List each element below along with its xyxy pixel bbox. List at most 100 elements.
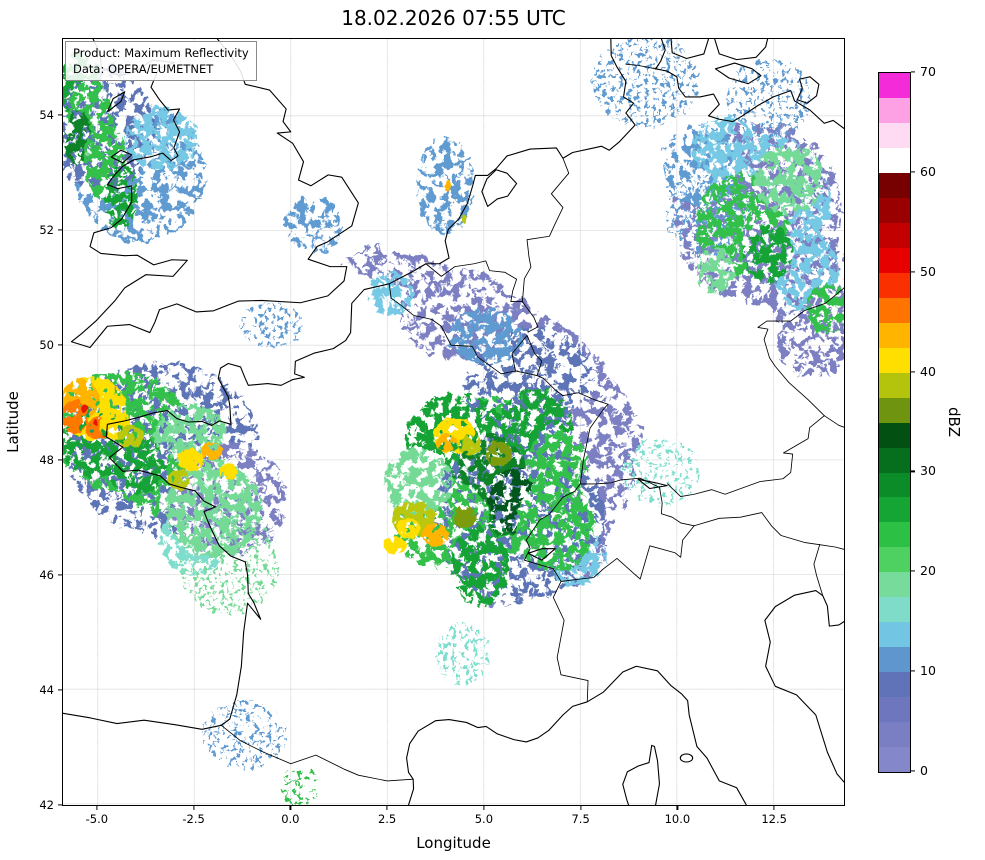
colorbar-tick-mark xyxy=(911,171,915,173)
y-tick-mark xyxy=(58,574,62,576)
lake-ijsselmeer xyxy=(482,170,517,207)
page-title: 18.02.2026 07:55 UTC xyxy=(341,6,566,30)
x-tick-mark xyxy=(386,806,388,810)
x-tick-mark xyxy=(289,806,291,810)
data-source-label: Data: OPERA/EUMETNET xyxy=(73,62,214,77)
border-it-at xyxy=(694,513,819,545)
colorbar-segment xyxy=(879,297,910,323)
y-tick-label: 42 xyxy=(39,797,54,812)
colorbar-tick-label: 20 xyxy=(920,563,936,579)
colorbar-segment xyxy=(879,747,910,773)
x-tick-label: 2.5 xyxy=(377,812,397,826)
coast-baltic xyxy=(656,39,844,128)
coast-adriatic xyxy=(765,591,844,783)
border-ch-de xyxy=(580,478,659,487)
coast-britain xyxy=(71,39,358,347)
colorbar-tick-label: 10 xyxy=(920,663,936,679)
colorbar-segment xyxy=(879,397,910,423)
colorbar-segment xyxy=(879,497,910,523)
x-axis-label: Longitude xyxy=(416,834,491,852)
border-at-cz xyxy=(824,416,844,427)
colorbar-segment xyxy=(879,722,910,748)
colorbar-ticks: 0 10 20 30 40 50 60 70 xyxy=(911,64,981,778)
colorbar-segment xyxy=(879,522,910,548)
colorbar-tick-mark xyxy=(911,470,915,473)
colorbar-segment xyxy=(879,572,910,598)
radar-echo-green-layer xyxy=(63,52,844,607)
x-tick-label: -5.0 xyxy=(85,812,109,826)
y-tick-label: 50 xyxy=(39,337,54,352)
coast-lolland xyxy=(715,63,761,84)
colorbar-tick-label: 40 xyxy=(920,363,936,379)
border-be-de xyxy=(522,302,537,332)
colorbar-segment xyxy=(879,447,910,473)
coast-isle-of-man xyxy=(107,92,124,112)
y-tick-mark xyxy=(58,229,62,231)
y-tick-label: 54 xyxy=(39,108,54,123)
y-axis-ticks: 54 52 50 48 46 44 42 xyxy=(0,38,62,812)
colorbar-tick-label: 60 xyxy=(920,163,936,179)
y-tick-mark xyxy=(58,344,62,346)
colorbar-tick-mark xyxy=(911,770,915,772)
y-tick-mark xyxy=(58,459,62,461)
coast-elba xyxy=(680,754,692,762)
x-tick-mark xyxy=(676,806,678,810)
colorbar-segment xyxy=(879,73,910,98)
x-tick-label: 0.0 xyxy=(281,812,300,826)
border-de-dk xyxy=(626,64,656,69)
colorbar-segment xyxy=(879,322,910,348)
colorbar-segment xyxy=(879,347,910,373)
colorbar-segment xyxy=(879,222,910,248)
y-tick-label: 48 xyxy=(39,452,54,467)
border-luxembourg xyxy=(512,335,542,375)
colorbar-segment xyxy=(879,272,910,298)
coast-anglesey xyxy=(111,150,131,163)
x-tick-mark xyxy=(773,806,775,810)
border-nl-de xyxy=(522,158,568,301)
colorbar-segment xyxy=(879,422,910,448)
border-de-at xyxy=(668,416,825,497)
border-de-cz xyxy=(758,288,844,416)
coast-mediterranean xyxy=(407,666,747,805)
country-borders xyxy=(221,64,844,781)
border-be-nl xyxy=(426,261,523,302)
border-ch-at xyxy=(659,487,694,525)
border-at-si xyxy=(820,545,844,550)
colorbar-segment xyxy=(879,647,910,673)
product-info-box: Product: Maximum Reflectivity Data: OPER… xyxy=(65,41,257,82)
coast-continent-west xyxy=(63,39,635,729)
y-tick-mark xyxy=(58,114,62,116)
x-tick-label: 12.5 xyxy=(761,812,787,826)
x-tick-label: 5.0 xyxy=(474,812,494,826)
lake-geneva xyxy=(528,549,555,560)
colorbar-segment xyxy=(879,147,910,173)
colorbar-tick-mark xyxy=(911,71,915,73)
y-tick-label: 52 xyxy=(39,223,54,237)
colorbar-tick-mark xyxy=(911,670,915,672)
map-canvas: Product: Maximum Reflectivity Data: OPER… xyxy=(62,38,845,806)
border-pyrenees xyxy=(221,725,413,781)
colorbar-segment xyxy=(879,247,910,273)
colorbar-segment xyxy=(879,172,910,198)
colorbar-segment xyxy=(879,472,910,498)
colorbar-tick-mark xyxy=(911,370,915,373)
colorbar-tick-label: 50 xyxy=(920,263,936,279)
border-ch-it xyxy=(561,526,694,582)
lake-constance xyxy=(638,479,667,488)
border-fr-be xyxy=(389,284,515,374)
colorbar-segment xyxy=(879,122,910,148)
colorbar-segment xyxy=(879,697,910,723)
colorbar-unit-label: dBZ xyxy=(945,406,963,438)
colorbar-gradient xyxy=(879,73,910,773)
y-tick-mark xyxy=(58,689,62,691)
colorbar-segment xyxy=(879,672,910,698)
y-tick-label: 46 xyxy=(39,567,54,582)
coast-funen xyxy=(671,39,708,58)
coast-corsica xyxy=(623,745,660,805)
x-tick-mark xyxy=(193,806,195,810)
y-axis-label: Latitude xyxy=(4,391,22,453)
y-tick-label: 44 xyxy=(39,682,54,697)
colorbar-segment xyxy=(879,97,910,123)
x-tick-mark xyxy=(580,806,582,810)
